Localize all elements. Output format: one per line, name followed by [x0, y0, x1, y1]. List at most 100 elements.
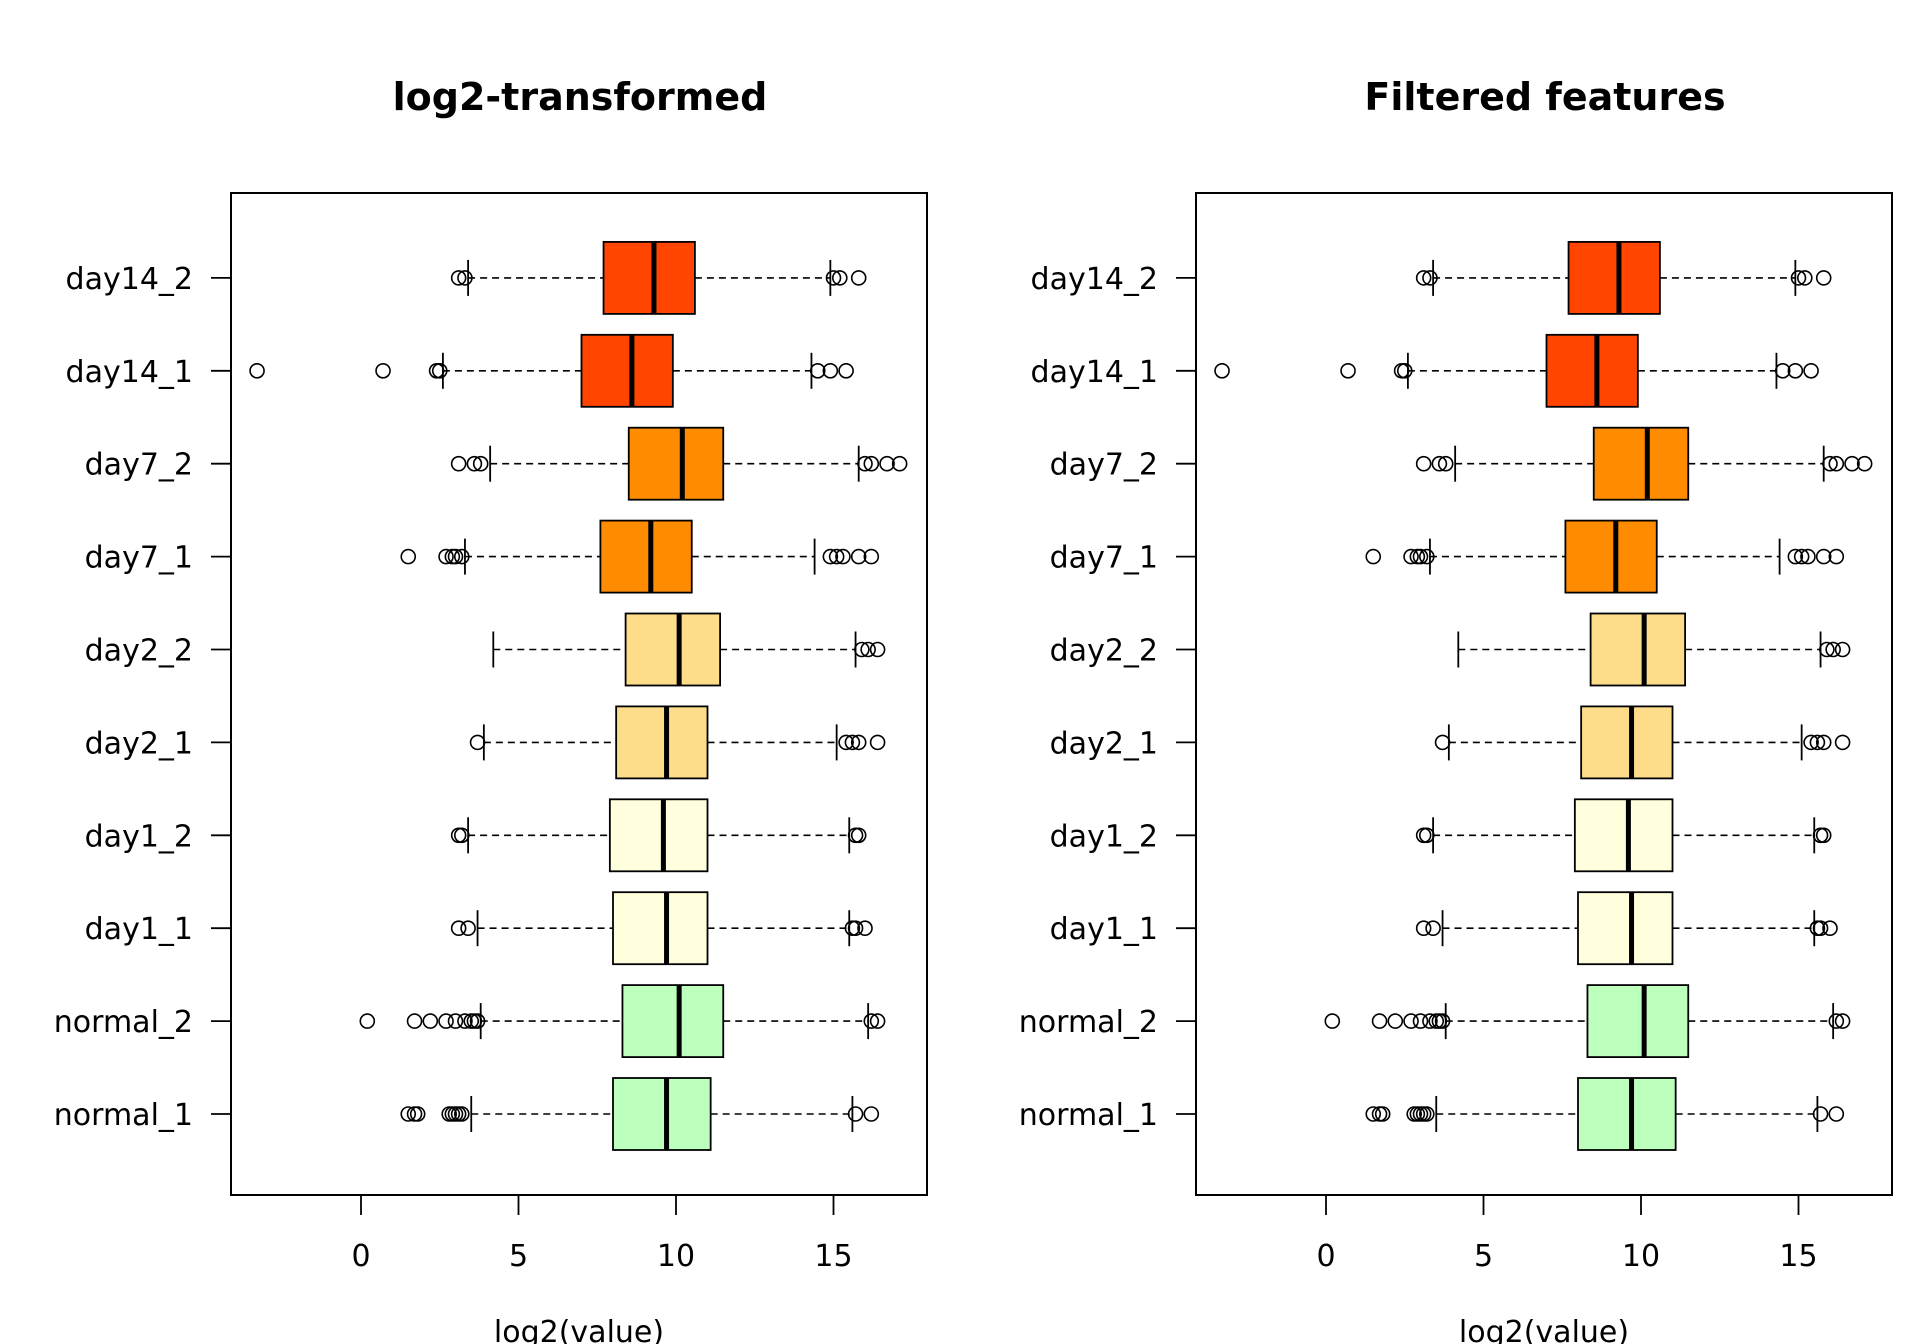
box-iqr	[627, 426, 725, 501]
outlier-point	[1415, 455, 1432, 472]
box-day2_1	[469, 705, 886, 780]
outlier-point	[1812, 920, 1829, 937]
x-tick-label: 10	[1622, 1239, 1660, 1274]
box-day1_1	[1415, 891, 1838, 966]
outlier-point	[831, 270, 848, 286]
outlier-point	[1434, 734, 1451, 751]
outlier-point	[1774, 362, 1791, 379]
box-iqr	[615, 705, 709, 780]
outlier-point	[1815, 734, 1832, 751]
y-tick-label: day1_1	[85, 912, 193, 947]
y-tick-label: day2_2	[85, 634, 193, 669]
outlier-point	[457, 1013, 473, 1029]
y-tick-label: day7_2	[1050, 448, 1158, 483]
outlier-point	[450, 920, 467, 937]
box-day7_2	[450, 426, 908, 501]
outlier-point	[847, 1106, 864, 1122]
y-tick-label: normal_2	[1019, 1005, 1158, 1040]
outlier-point	[847, 827, 864, 844]
outlier-point	[1856, 455, 1873, 472]
outlier-point	[453, 548, 470, 565]
box-iqr	[624, 612, 721, 687]
outlier-point	[1790, 270, 1807, 286]
outlier-point	[850, 270, 867, 286]
outlier-point	[1340, 362, 1356, 379]
outlier-point	[1793, 548, 1810, 565]
outlier-point	[828, 548, 845, 565]
outlier-point	[406, 1013, 423, 1029]
outlier-point	[850, 548, 867, 565]
outlier-point	[375, 362, 391, 379]
box-day2_2	[492, 612, 886, 687]
outlier-point	[1797, 270, 1813, 286]
outlier-point	[809, 362, 826, 379]
y-tick-label: day7_2	[85, 448, 193, 483]
outlier-point	[1396, 362, 1413, 379]
outlier-point	[822, 362, 839, 379]
x-tick-label: 5	[509, 1239, 528, 1274]
outlier-point	[1422, 1013, 1438, 1029]
outlier-point	[359, 1013, 376, 1029]
plot-frame	[230, 192, 928, 1196]
box-normal_1	[400, 1077, 880, 1151]
outlier-point	[863, 548, 880, 565]
box-iqr	[1564, 519, 1658, 594]
box-iqr	[1586, 984, 1690, 1058]
y-tick-label: day2_1	[1050, 726, 1158, 761]
y-tick-label: day7_1	[85, 541, 193, 576]
outlier-point	[879, 455, 895, 472]
outlier-point	[1787, 362, 1804, 379]
outlier-point	[1422, 270, 1438, 286]
outlier-point	[1803, 362, 1819, 379]
outlier-point	[860, 641, 876, 658]
panel-filtered-features: Filtered features 0 5 10 15 normal_1normal_…	[1019, 75, 1893, 1344]
y-tick-label: day2_2	[1050, 634, 1158, 669]
x-axis-label: log2(value)	[1459, 1315, 1629, 1344]
box-day14_2	[1415, 240, 1832, 315]
outlier-point	[422, 1013, 439, 1029]
outlier-point	[1403, 1013, 1419, 1029]
outlier-point	[1412, 548, 1429, 565]
outlier-point	[1834, 641, 1851, 658]
y-tick-label: day14_2	[1031, 262, 1158, 297]
outlier-point	[1431, 455, 1448, 472]
outlier-point	[457, 270, 473, 286]
outlier-point	[854, 641, 870, 658]
y-tick-label: normal_2	[54, 1005, 193, 1040]
outlier-point	[1822, 920, 1838, 937]
box-day2_1	[1434, 705, 1851, 780]
outlier-point	[1415, 270, 1432, 286]
outlier-point	[1412, 1013, 1429, 1029]
outlier-point	[466, 1013, 483, 1029]
outlier-point	[838, 734, 854, 751]
box-day14_1	[249, 333, 854, 408]
outlier-point	[1803, 734, 1819, 751]
outlier-point	[857, 920, 873, 937]
outlier-point	[460, 920, 476, 937]
y-tick-label: day1_1	[1050, 912, 1158, 947]
outlier-point	[1403, 548, 1419, 565]
x-tick-label: 0	[1316, 1239, 1335, 1274]
outlier-point	[1415, 827, 1432, 844]
outlier-point	[857, 455, 873, 472]
x-axis: 0 5 10 15	[351, 1194, 853, 1274]
y-tick-label: day14_1	[66, 355, 193, 390]
y-tick-label: day1_2	[85, 819, 193, 854]
outlier-point	[1419, 1106, 1435, 1122]
chart-title: log2-transformed	[393, 75, 768, 119]
outlier-point	[869, 734, 886, 751]
box-iqr	[1567, 240, 1661, 315]
outlier-point	[1815, 827, 1832, 844]
outlier-point	[1834, 734, 1851, 751]
outlier-point	[1844, 455, 1860, 472]
y-axis-labels: normal_1 normal_2 day1_1 day1_2 day2_1 day2_2…	[1019, 262, 1196, 1133]
box-iqr	[1592, 426, 1690, 501]
outlier-point	[869, 641, 886, 658]
outlier-point	[453, 827, 470, 844]
outlier-point	[838, 362, 854, 379]
outlier-point	[1425, 920, 1441, 937]
outlier-point	[822, 548, 839, 565]
outlier-point	[844, 734, 861, 751]
